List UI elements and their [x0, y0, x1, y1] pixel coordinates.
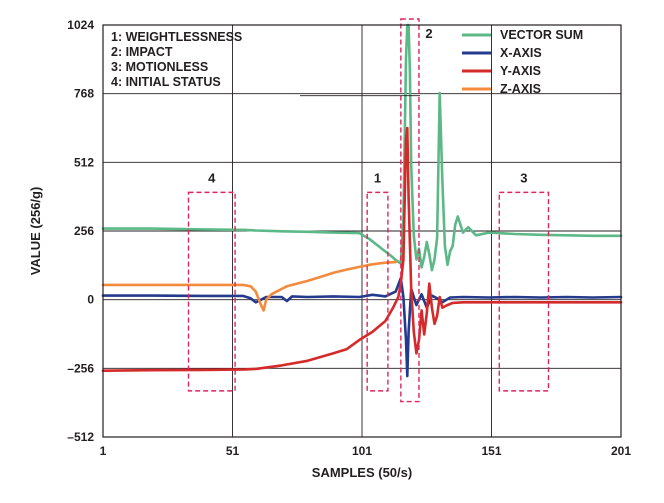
region-label-3: 3: [520, 170, 527, 185]
y-tick-label: 0: [87, 293, 94, 307]
series-lines: [101, 23, 623, 378]
series-line-z-axis: [101, 260, 398, 312]
region-label-4: 4: [208, 170, 216, 185]
regions: 4 1 2 3: [187, 18, 550, 403]
x-tick-label: 151: [481, 444, 501, 458]
y-tick-labels: –512 –256 0 256 512 768 1024: [67, 18, 94, 444]
annotation-text: 4: INITIAL STATUS: [111, 75, 221, 89]
region-box-3: [498, 191, 550, 392]
x-tick-label: 101: [352, 444, 372, 458]
x-tick-labels: 1 51 101 151 201: [100, 444, 632, 458]
legend-label: Z-AXIS: [500, 82, 541, 96]
region-label-1: 1: [374, 170, 381, 185]
legend-label: VECTOR SUM: [500, 28, 583, 42]
y-tick-label: –256: [67, 361, 94, 375]
plot-frame: [102, 24, 622, 438]
region-box-4: [187, 191, 236, 392]
y-axis-label: VALUE (256/g): [28, 187, 43, 276]
x-tick-label: 1: [100, 444, 107, 458]
x-tick-label: 201: [611, 444, 631, 458]
y-tick-label: 256: [74, 224, 94, 238]
annotation-text: 2: IMPACT: [111, 45, 173, 59]
x-tick-label: 51: [226, 444, 240, 458]
y-tick-label: 512: [74, 155, 94, 169]
series-line-y-axis: [101, 126, 623, 373]
x-axis-label: SAMPLES (50/s): [312, 465, 412, 480]
y-tick-label: –512: [67, 430, 94, 444]
region-box-2: [400, 18, 420, 403]
region-box-1: [366, 191, 389, 392]
y-tick-label: 768: [74, 87, 94, 101]
legend-label: Y-AXIS: [500, 64, 541, 78]
region-label-2: 2: [425, 26, 432, 41]
legend: VECTOR SUM X-AXIS Y-AXIS Z-AXIS: [462, 28, 583, 96]
series-line-x-axis: [101, 276, 623, 378]
legend-label: X-AXIS: [500, 46, 542, 60]
annotation-text: 3: MOTIONLESS: [111, 60, 208, 74]
y-tick-label: 1024: [67, 18, 94, 32]
annotation-text: 1: WEIGHTLESSNESS: [111, 30, 242, 44]
series-line-vector-sum: [101, 23, 623, 272]
